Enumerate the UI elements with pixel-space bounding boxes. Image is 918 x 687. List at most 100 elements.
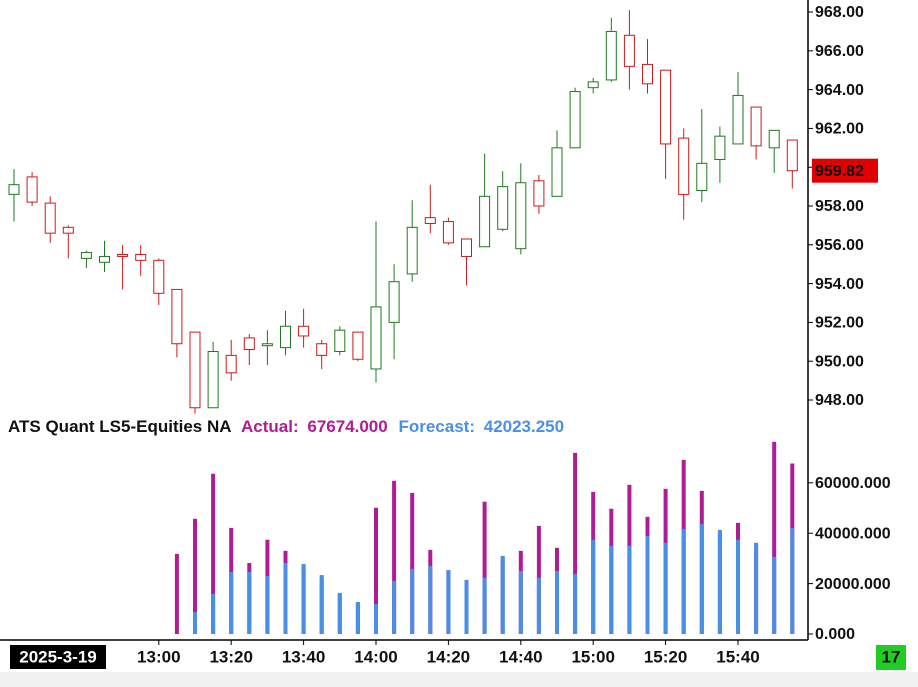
bar: [229, 572, 234, 634]
candle-body: [786, 139, 798, 172]
candle-body: [461, 238, 472, 257]
candle-body: [732, 94, 744, 145]
y-tick-label: 954.00: [815, 276, 864, 293]
y-tick-label: 958.00: [815, 198, 864, 215]
candle-body: [424, 217, 436, 224]
x-tick-label: 15:40: [716, 647, 759, 666]
candle-body: [135, 254, 147, 261]
bar: [500, 555, 505, 634]
candle-body: [750, 106, 762, 147]
y-tick-label: 952.00: [815, 315, 864, 332]
y-tick-label: 40000.000: [815, 525, 891, 542]
bar: [319, 575, 324, 634]
candle-body: [189, 331, 201, 409]
bar: [663, 542, 668, 634]
candle-body: [316, 343, 328, 356]
y-tick-label: 966.00: [815, 43, 864, 60]
bar: [699, 523, 704, 634]
x-tick-label: 15:00: [571, 647, 614, 666]
y-tick-label: 20000.000: [815, 576, 891, 593]
timer-box: [876, 645, 906, 670]
x-tick-label: 14:40: [499, 647, 542, 666]
bar: [772, 556, 777, 634]
legend-forecast: Forecast:: [398, 417, 475, 436]
candle-body: [207, 351, 219, 409]
candle-body: [515, 182, 527, 250]
bar: [573, 452, 578, 634]
candle-body: [406, 226, 418, 275]
candle-body: [225, 354, 237, 374]
legend-forecast-value: 42023.250: [484, 417, 564, 436]
candle-body: [479, 195, 491, 248]
y-tick-label: 962.00: [815, 121, 864, 138]
bar: [645, 535, 650, 634]
bar: [627, 545, 632, 634]
candle-body: [768, 129, 780, 149]
bar: [591, 539, 596, 634]
candle-body: [44, 202, 56, 234]
bar: [609, 545, 614, 634]
candle-body: [8, 184, 20, 195]
bar: [518, 571, 523, 634]
last-price-label: 959.82: [815, 163, 864, 180]
x-tick-label: 14:00: [354, 647, 397, 666]
x-tick-label: 14:20: [427, 647, 470, 666]
indicator-title: ATS Quant LS5-Equities NA: [8, 417, 231, 436]
candle-body: [587, 81, 599, 89]
bar: [392, 580, 397, 634]
candle-body: [696, 162, 708, 191]
candle-body: [298, 325, 310, 337]
candle-body: [660, 69, 672, 145]
bar: [573, 574, 578, 634]
bar: [211, 593, 216, 634]
y-tick-label: 60000.000: [815, 475, 891, 492]
bar: [211, 473, 216, 634]
candle-body: [243, 337, 255, 351]
candle-body: [171, 288, 183, 345]
scroll-strip: [0, 672, 918, 687]
candle-body: [533, 180, 545, 207]
candle-body: [352, 331, 364, 360]
date-label: 2025-3-19: [19, 647, 97, 666]
candle-body: [153, 259, 165, 294]
bar: [536, 577, 541, 634]
date-box: [10, 645, 106, 669]
bar: [174, 553, 179, 634]
bar: [337, 592, 342, 634]
candle-body: [714, 135, 726, 160]
bar: [736, 539, 740, 634]
bar: [193, 612, 197, 634]
bar: [681, 528, 686, 634]
bar: [374, 507, 378, 634]
bar: [283, 562, 288, 634]
bar: [355, 602, 360, 634]
candle-body: [334, 329, 346, 353]
candle-body: [388, 281, 400, 323]
candle-body: [678, 137, 690, 195]
bar: [265, 576, 270, 634]
candle-body: [62, 226, 74, 234]
bar: [464, 579, 469, 634]
candle-body: [26, 176, 38, 203]
candle-body: [80, 252, 92, 259]
legend-actual: Actual:: [241, 417, 299, 436]
x-tick-label: 15:20: [644, 647, 687, 666]
bar: [482, 577, 487, 634]
candle-body: [642, 63, 653, 85]
legend-actual-value: 67674.000: [307, 417, 387, 436]
bar: [410, 568, 415, 634]
indicator-legend: ATS Quant LS5-Equities NA Actual: 67674.…: [8, 417, 564, 436]
bar: [193, 518, 197, 634]
bar: [392, 480, 397, 634]
y-tick-label: 968.00: [815, 4, 864, 21]
bar: [446, 570, 451, 634]
candle-body: [605, 30, 617, 81]
timer-label: 17: [882, 647, 901, 666]
candle-body: [551, 147, 563, 197]
candle-body: [442, 221, 454, 244]
bar: [374, 604, 378, 634]
bar: [754, 542, 759, 634]
